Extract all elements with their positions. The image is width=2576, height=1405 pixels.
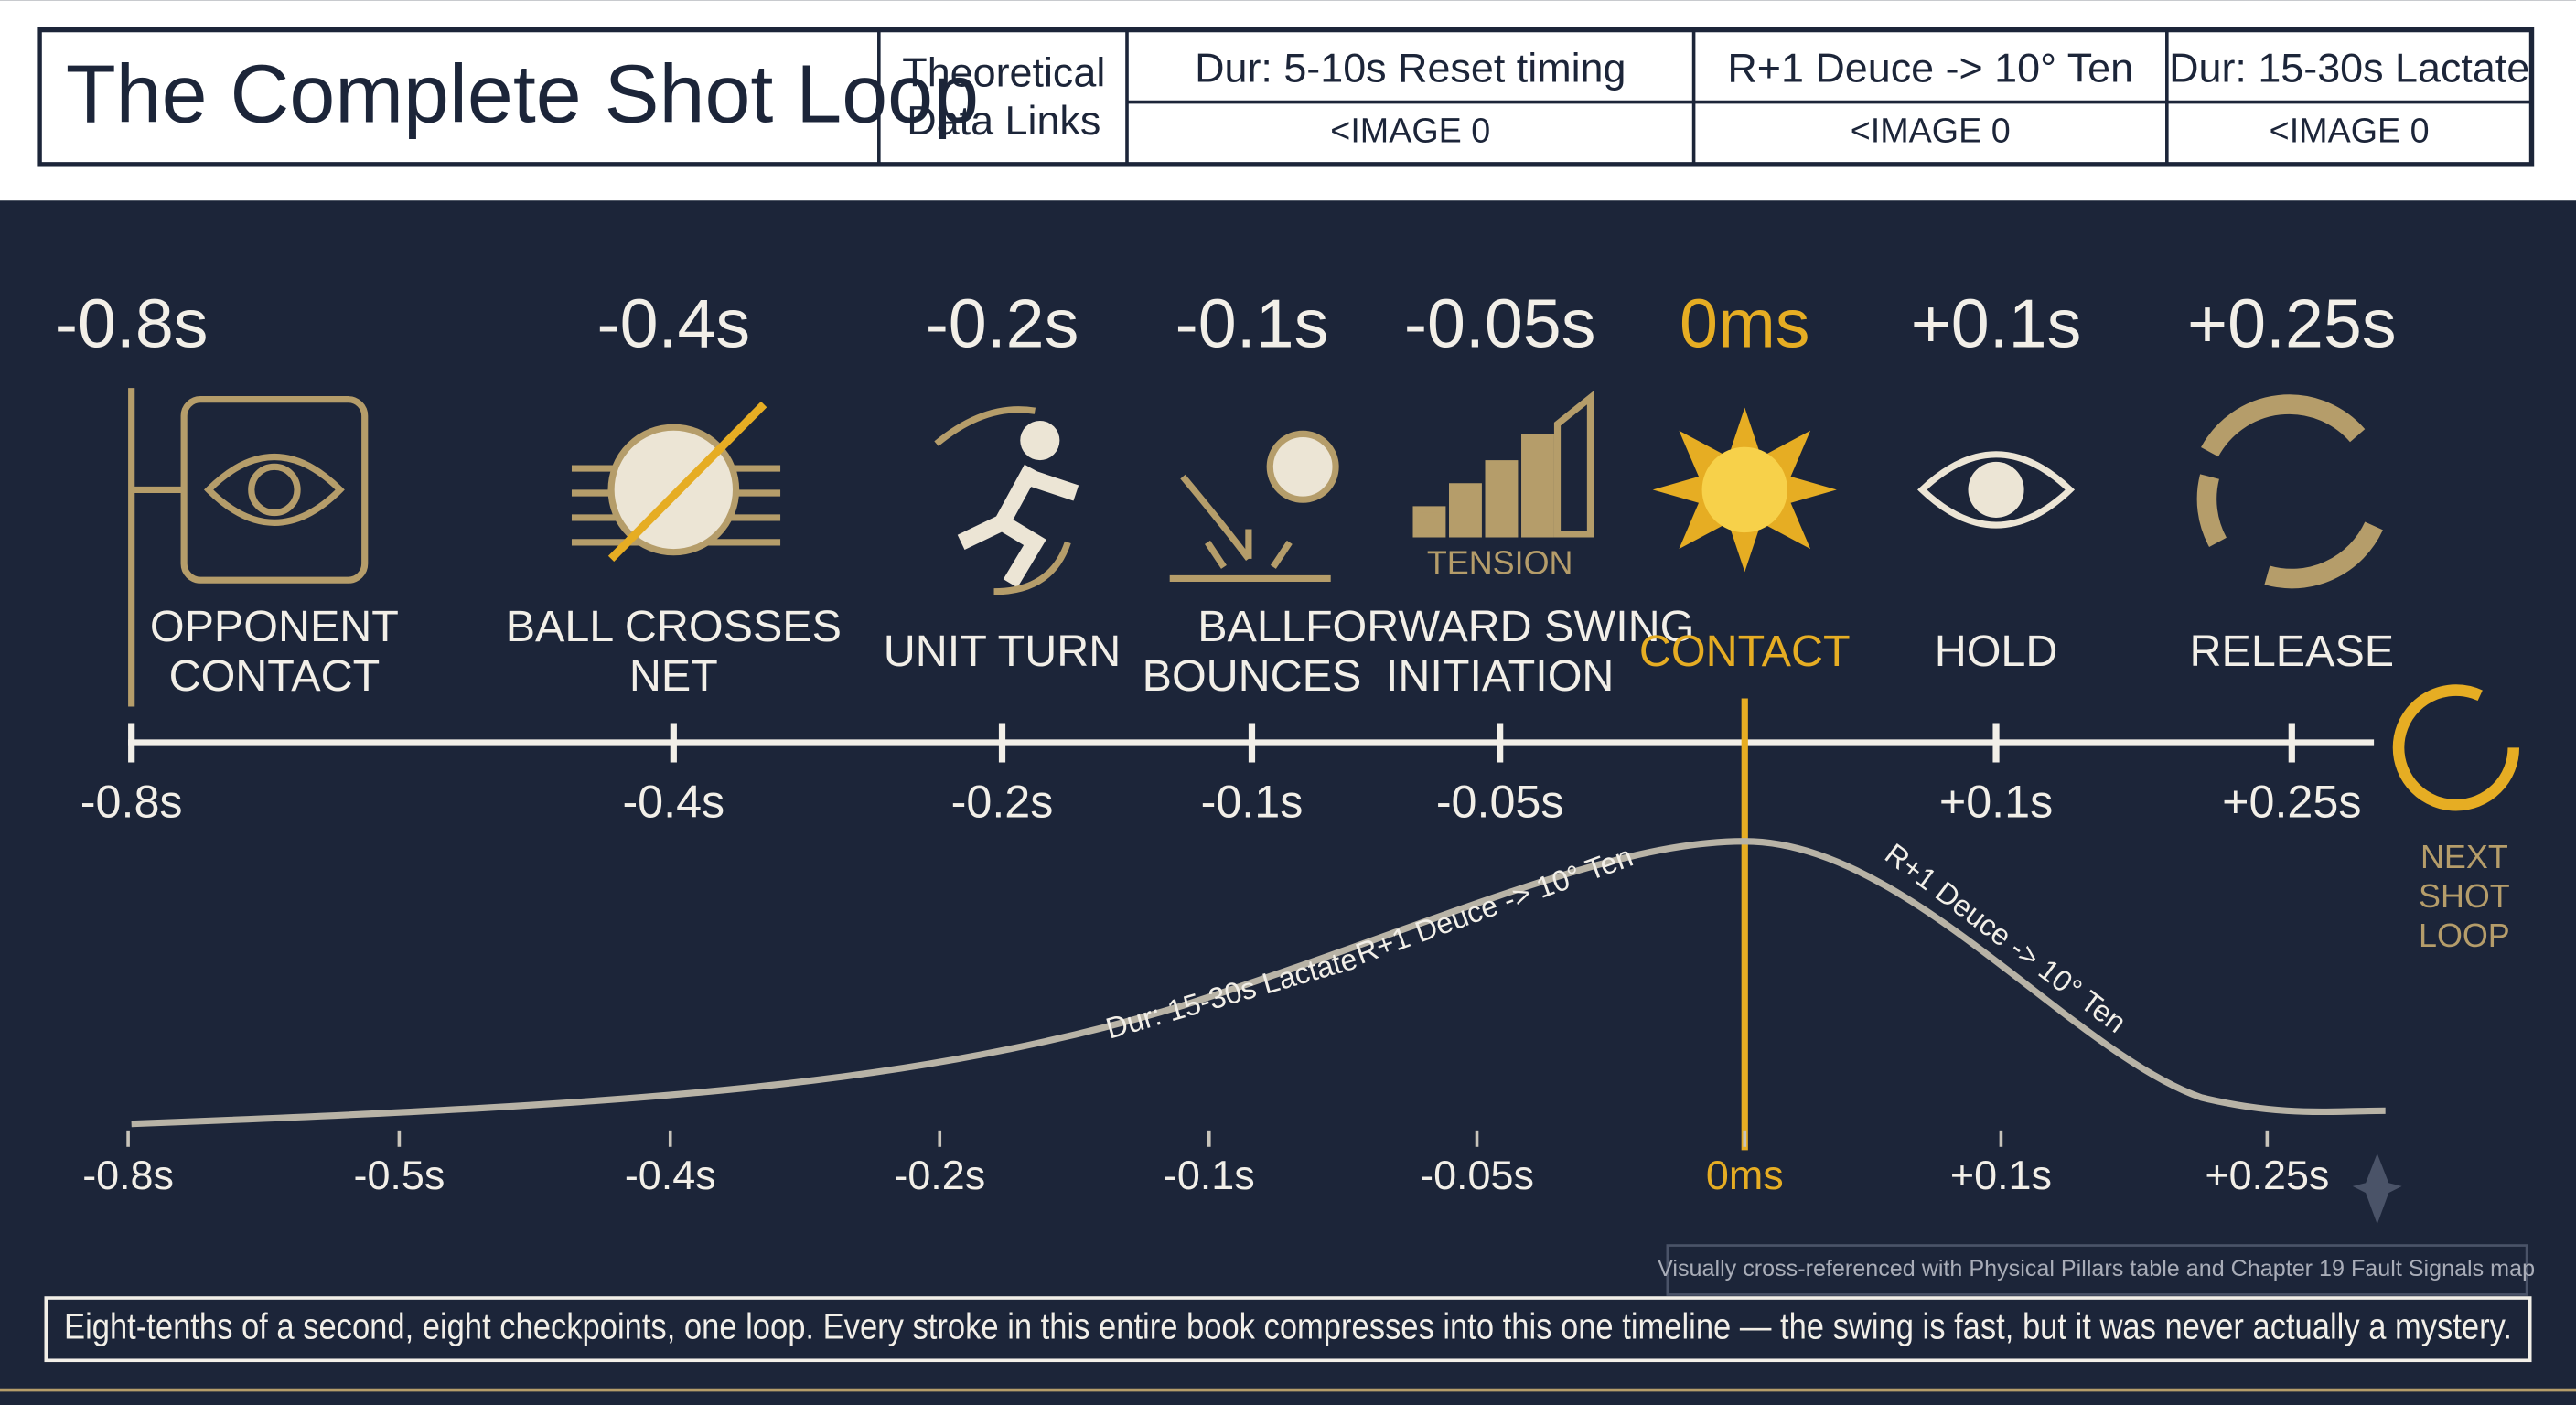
bottom-axis-label: +0.25s	[2205, 1152, 2329, 1198]
next-loop: SHOT	[2419, 877, 2510, 915]
header-box	[37, 27, 2535, 167]
checkpoint-label: UNIT TURN	[884, 627, 1121, 676]
links-label: Theoretical	[902, 49, 1105, 96]
panel	[0, 200, 2576, 1405]
checkpoint-time: +0.25s	[2187, 284, 2397, 361]
checkpoint-label: BALL CROSSES	[506, 602, 842, 651]
icon-label: TENSION	[1427, 544, 1573, 582]
axis-label: -0.4s	[622, 776, 724, 828]
link-cell: <IMAGE 0	[2270, 112, 2430, 150]
bottom-axis-label: -0.1s	[1164, 1152, 1255, 1198]
axis-label: +0.1s	[1939, 776, 2053, 828]
axis-label: +0.25s	[2222, 776, 2361, 828]
axis-label: -0.2s	[951, 776, 1054, 828]
checkpoint-label: RELEASE	[2190, 627, 2395, 676]
checkpoint-time: -0.1s	[1175, 284, 1329, 361]
bottom-axis-label: -0.8s	[82, 1152, 174, 1198]
note: Visually cross-referenced with Physical …	[1658, 1256, 2535, 1282]
link-head: Dur: 15-30s Lactate	[2169, 44, 2529, 91]
icons	[128, 388, 2520, 811]
checkpoint-time: +0.1s	[1911, 284, 2082, 361]
bottom-axis-label: -0.2s	[894, 1152, 985, 1198]
checkpoint-time: -0.8s	[55, 284, 209, 361]
axis-label: -0.8s	[80, 776, 183, 828]
axis-label: -0.1s	[1201, 776, 1304, 828]
checkpoint-time: -0.2s	[926, 284, 1079, 361]
bottom-axis-label: -0.4s	[625, 1152, 716, 1198]
contact-sun	[1652, 407, 1837, 573]
checkpoint-label: CONTACT	[169, 651, 381, 701]
bottom-axis-label: 0ms	[1706, 1152, 1784, 1198]
note-box	[1666, 1244, 2528, 1296]
next-loop: LOOP	[2419, 917, 2510, 954]
bottom-axis-label: +0.1s	[1950, 1152, 2052, 1198]
links-label: Data Links	[907, 97, 1100, 144]
bottom-axis-label: -0.5s	[354, 1152, 445, 1198]
checkpoint-label: OPPONENT	[150, 602, 399, 651]
checkpoint-label: CONTACT	[1639, 627, 1851, 676]
title: The Complete Shot Loop	[66, 49, 979, 141]
checkpoint-label: BOUNCES	[1143, 651, 1362, 701]
intensity-curve	[131, 838, 2386, 1128]
header-grid	[877, 29, 2532, 165]
bottom-axis-label: -0.05s	[1420, 1152, 1534, 1198]
link-cell: <IMAGE 0	[1330, 112, 1490, 150]
caption: Eight-tenths of a second, eight checkpoi…	[64, 1307, 2512, 1347]
checkpoint-time: -0.4s	[597, 284, 751, 361]
link-cell: <IMAGE 0	[1851, 112, 2011, 150]
checkpoint-time: -0.05s	[1404, 284, 1596, 361]
checkpoint-label: FORWARD SWING	[1305, 602, 1694, 651]
header-band	[0, 0, 2576, 201]
checkpoint-time: 0ms	[1680, 284, 1809, 361]
checkpoint-label: BALL	[1197, 602, 1306, 651]
sparkle	[2352, 1153, 2402, 1225]
next-loop: NEXT	[2420, 838, 2508, 875]
checkpoint-label: INITIATION	[1386, 651, 1615, 701]
link-head: Dur: 5-10s Reset timing	[1195, 44, 1626, 91]
caption-box	[44, 1296, 2532, 1363]
checkpoint-label: HOLD	[1935, 627, 2058, 676]
checkpoint-label: NET	[629, 651, 718, 701]
link-head: R+1 Deuce -> 10° Ten	[1727, 44, 2133, 91]
axis-label: -0.05s	[1436, 776, 1564, 828]
